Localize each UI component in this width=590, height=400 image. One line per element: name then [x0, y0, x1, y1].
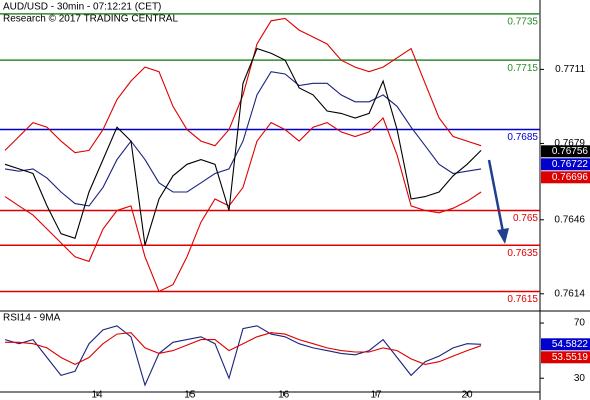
arrow-shaft — [487, 159, 505, 233]
last-value-badge — [541, 171, 590, 184]
chart-title: AUD/USD - 30min - 07:12:21 (CET) — [3, 2, 161, 13]
x-tick-label: 17 — [370, 390, 382, 400]
series-line — [4, 325, 482, 387]
level-label: 0.7635 — [507, 248, 538, 259]
forecast-arrow — [487, 159, 509, 244]
y-tick-label: 30 — [574, 373, 586, 384]
last-value-label: 0.76696 — [552, 172, 589, 183]
x-tick-label: 15 — [184, 390, 196, 400]
y-tick-label: 0.7711 — [555, 64, 585, 75]
x-tick-label: 14 — [91, 390, 103, 400]
arrow-head — [497, 228, 509, 244]
last-value-label: 0.76756 — [552, 146, 589, 157]
last-value-label: 53.5519 — [552, 352, 589, 363]
last-value-badge — [541, 158, 590, 171]
level-label: 0.7735 — [507, 17, 538, 28]
level-label: 0.7685 — [507, 132, 538, 143]
series-line — [4, 71, 482, 207]
y-tick-label: 0.7646 — [554, 214, 585, 225]
series-line — [4, 117, 482, 293]
level-label: 0.765 — [513, 213, 538, 224]
rsi-title: RSI14 - 9MA — [3, 313, 61, 324]
last-value-label: 0.76722 — [552, 159, 589, 170]
chart-subtitle: Research © 2017 TRADING CENTRAL — [3, 14, 178, 25]
y-tick-label: 0.7614 — [554, 288, 585, 299]
series-line — [5, 332, 482, 366]
y-tick-label: 0.7679 — [554, 138, 585, 149]
last-value-label: 54.5822 — [552, 339, 589, 350]
last-value-badge — [541, 351, 590, 364]
level-label: 0.7715 — [507, 63, 538, 74]
series-line — [4, 47, 482, 246]
last-value-badge — [541, 145, 590, 158]
series-line — [4, 17, 482, 154]
y-tick-label: 70 — [574, 318, 586, 329]
x-tick-label: 16 — [278, 390, 290, 400]
level-label: 0.7615 — [507, 294, 538, 305]
x-tick-label: 20 — [461, 390, 473, 400]
last-value-badge — [541, 338, 590, 351]
